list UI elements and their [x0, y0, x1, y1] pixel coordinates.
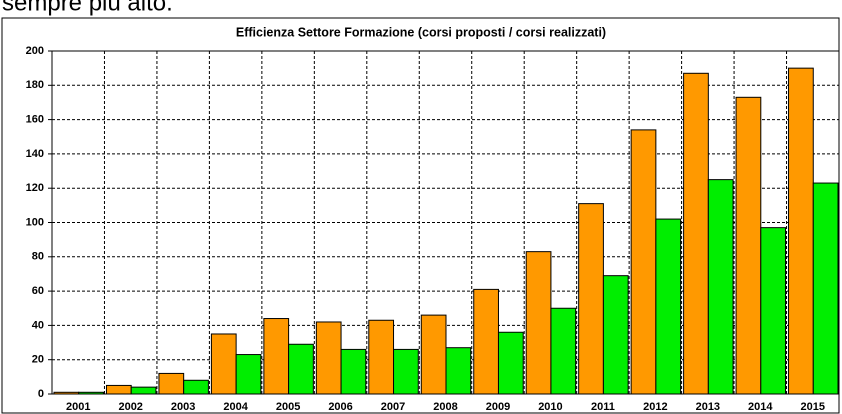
bar — [707, 179, 734, 395]
bar — [315, 321, 342, 395]
y-tick-label: 200 — [26, 45, 44, 57]
y-tick-label: 80 — [32, 251, 44, 263]
x-tick-label: 2009 — [486, 401, 510, 413]
y-tick-label: 120 — [26, 182, 44, 194]
bar — [550, 307, 577, 395]
bar — [735, 96, 762, 395]
bar — [78, 391, 104, 395]
bar — [263, 318, 290, 395]
bar — [788, 67, 814, 395]
bar — [525, 251, 552, 395]
bar — [445, 347, 472, 395]
bar — [53, 391, 80, 395]
bar — [288, 343, 314, 395]
bar — [497, 331, 524, 395]
bar — [210, 333, 237, 395]
bar — [683, 72, 709, 395]
caption: sempre più alto. — [2, 0, 173, 16]
x-tick-label: 2007 — [381, 401, 405, 413]
x-tick-label: 2005 — [276, 401, 300, 413]
chart-title: Efficienza Settore Formazione (corsi pro… — [236, 25, 606, 39]
x-tick-label: 2015 — [801, 401, 825, 413]
bar — [420, 314, 447, 395]
x-tick-label: 2003 — [171, 401, 195, 413]
y-tick-label: 160 — [26, 114, 44, 126]
bar — [760, 227, 787, 395]
y-tick-label: 100 — [26, 216, 44, 228]
y-tick-label: 60 — [32, 285, 44, 297]
bar — [473, 288, 499, 395]
x-tick-label: 2011 — [591, 401, 615, 413]
x-tick-label: 2013 — [696, 401, 720, 413]
x-tick-label: 2012 — [643, 401, 667, 413]
bar — [105, 384, 132, 395]
bar — [368, 319, 395, 395]
bar — [630, 129, 657, 395]
x-tick-label: 2014 — [748, 401, 773, 413]
bar — [340, 348, 367, 395]
x-tick-label: 2010 — [538, 401, 562, 413]
x-tick-label: 2006 — [328, 401, 352, 413]
bar — [158, 372, 185, 395]
bar — [393, 348, 419, 395]
y-tick-label: 20 — [32, 354, 44, 366]
y-tick-label: 140 — [26, 148, 44, 160]
y-tick-label: 180 — [26, 79, 44, 91]
bar — [655, 218, 682, 395]
bar — [235, 354, 262, 395]
bar — [812, 182, 839, 395]
x-tick-label: 2001 — [66, 401, 90, 413]
bar — [183, 379, 209, 395]
bar — [130, 386, 157, 395]
bar — [602, 275, 629, 395]
y-tick-label: 0 — [38, 388, 44, 400]
x-tick-label: 2002 — [118, 401, 142, 413]
bar — [578, 203, 604, 395]
x-tick-label: 2004 — [223, 401, 248, 413]
x-tick-label: 2008 — [433, 401, 457, 413]
y-tick-label: 40 — [32, 319, 44, 331]
